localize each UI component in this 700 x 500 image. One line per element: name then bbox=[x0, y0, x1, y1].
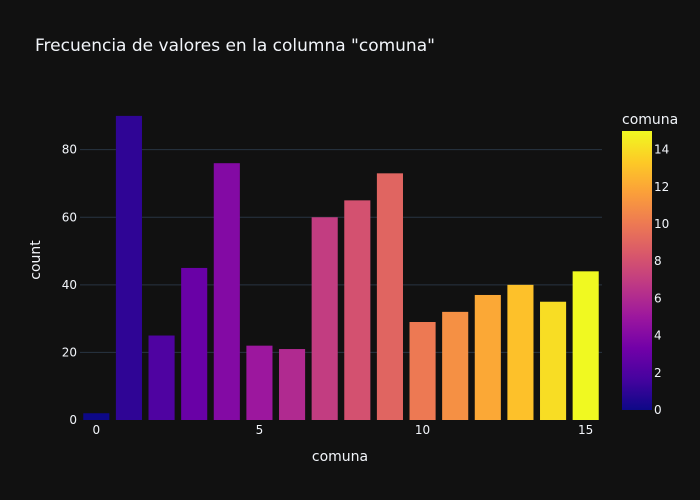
bar-comuna-10[interactable] bbox=[409, 322, 436, 420]
colorbar-tick-label: 6 bbox=[654, 291, 662, 305]
chart-title: Frecuencia de valores en la columna "com… bbox=[35, 36, 435, 56]
y-axis-label: count bbox=[28, 240, 44, 280]
colorbar-tick-label: 2 bbox=[654, 366, 662, 380]
colorbar-tick-label: 0 bbox=[654, 403, 662, 417]
x-tick-label: 10 bbox=[415, 423, 430, 437]
x-tick-label: 5 bbox=[256, 423, 264, 437]
x-axis-label: comuna bbox=[312, 449, 368, 465]
y-tick-label: 60 bbox=[62, 210, 77, 224]
y-tick-label: 80 bbox=[62, 143, 77, 157]
colorbar-tick-label: 8 bbox=[654, 254, 662, 268]
colorbar-title: comuna bbox=[622, 112, 678, 128]
colorbar-tick-label: 12 bbox=[654, 180, 669, 194]
bar-comuna-15[interactable] bbox=[572, 271, 599, 420]
bars bbox=[83, 115, 599, 421]
bar-comuna-6[interactable] bbox=[279, 349, 306, 420]
bar-comuna-5[interactable] bbox=[246, 345, 273, 420]
colorbar-tick-label: 14 bbox=[654, 143, 669, 157]
bar-comuna-13[interactable] bbox=[507, 284, 534, 420]
bar-comuna-3[interactable] bbox=[181, 267, 208, 420]
y-axis-ticks: 0 20 40 60 80 bbox=[62, 143, 77, 427]
y-tick-label: 20 bbox=[62, 345, 77, 359]
bar-comuna-9[interactable] bbox=[376, 173, 403, 420]
bar-comuna-1[interactable] bbox=[115, 115, 142, 421]
bar-comuna-8[interactable] bbox=[344, 200, 371, 420]
x-tick-label: 0 bbox=[92, 423, 100, 437]
colorbar-tick-label: 10 bbox=[654, 217, 669, 231]
colorbar: comuna 0 2 4 6 8 10 12 14 bbox=[622, 112, 678, 417]
colorbar-gradient bbox=[622, 131, 652, 410]
x-tick-label: 15 bbox=[578, 423, 593, 437]
bar-comuna-14[interactable] bbox=[540, 301, 567, 420]
bar-comuna-7[interactable] bbox=[311, 217, 338, 420]
bar-comuna-11[interactable] bbox=[442, 311, 469, 420]
colorbar-tick-label: 4 bbox=[654, 329, 662, 343]
bar-comuna-2[interactable] bbox=[148, 335, 175, 420]
y-tick-label: 40 bbox=[62, 278, 77, 292]
bar-comuna-12[interactable] bbox=[474, 294, 501, 420]
y-tick-label: 0 bbox=[69, 413, 77, 427]
bar-comuna-0[interactable] bbox=[83, 413, 110, 420]
bar-comuna-4[interactable] bbox=[213, 163, 240, 420]
x-axis-ticks: 0 5 10 15 bbox=[92, 423, 593, 437]
